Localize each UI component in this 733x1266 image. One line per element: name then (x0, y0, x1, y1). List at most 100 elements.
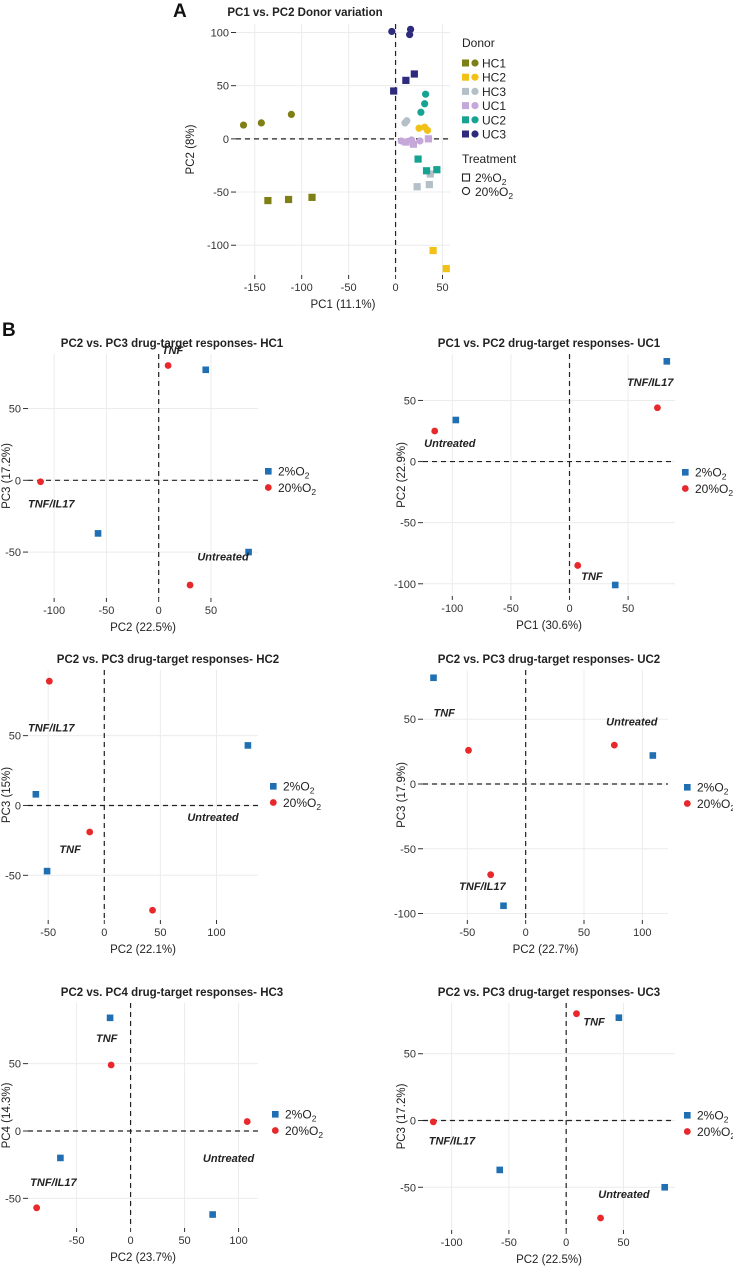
data-point-hc2 (423, 126, 432, 134)
panel-label-a: A (173, 1, 187, 22)
x-tick-label: 0 (563, 1237, 569, 1249)
x-tick-label: 100 (207, 927, 225, 939)
data-point-2pct-o2 (663, 358, 671, 365)
legend-label-2pct: 2%O2 (285, 1108, 317, 1124)
y-tick-label: 50 (217, 81, 229, 93)
data-point-uc1 (409, 140, 417, 148)
y-tick-label: 50 (404, 714, 416, 726)
treatment-legend-title: Treatment (462, 152, 517, 166)
x-tick-label: -150 (244, 282, 266, 294)
legend-swatch-uc3-circle (471, 130, 479, 138)
plot-hc1: PC2 vs. PC3 drug-target responses- HC1 -1… (1, 338, 316, 634)
x-tick-label: 100 (229, 1235, 247, 1247)
y-tick-label: 100 (211, 28, 229, 40)
data-point-20pct-o2 (37, 478, 44, 486)
legend-label-20pct: 20%O2 (697, 797, 733, 813)
y-tick-label: 50 (9, 404, 21, 416)
legend-swatch-hc3-square (462, 87, 469, 95)
data-point-20pct-o2 (149, 906, 156, 914)
treatment-label: Untreated (424, 438, 476, 450)
y-tick-label: 0 (410, 779, 416, 791)
legend-swatch-hc2-circle (471, 73, 479, 81)
y-tick-label: 0 (15, 800, 21, 812)
x-axis-label: PC2 (22.1%) (110, 944, 176, 956)
x-axis-label: PC2 (22.5%) (516, 1254, 582, 1266)
data-point-uc3 (406, 25, 415, 33)
legend-swatch-hc3-circle (471, 87, 479, 95)
y-tick-label: 50 (9, 1059, 21, 1071)
data-point-20pct-o2 (573, 1010, 580, 1018)
data-point-20pct-o2 (45, 677, 53, 685)
data-point-uc3 (390, 87, 398, 95)
data-point-20pct-o2 (186, 581, 194, 589)
x-tick-label: -50 (98, 605, 114, 617)
legend-swatch-20pct-circle (461, 186, 471, 196)
legend-label-2pct: 2%O2 (283, 780, 315, 796)
gridlines (28, 1003, 258, 1228)
legend-swatch-20pct (271, 1127, 279, 1134)
x-tick-label: -50 (341, 282, 357, 294)
data-point-20pct-o2 (654, 404, 661, 412)
data-point-2pct-o2 (611, 581, 619, 589)
x-tick-label: -50 (459, 927, 475, 939)
data-point-uc2 (422, 167, 431, 175)
y-tick-label: 0 (410, 1116, 416, 1128)
y-tick-label: -100 (207, 240, 229, 252)
legend-swatch-2pct-square (461, 173, 471, 182)
data-point-hc2 (442, 265, 450, 273)
y-axis-label: PC3 (17.2%) (396, 1083, 408, 1149)
legend-label-2pct: 2%O2 (697, 1109, 729, 1125)
x-tick-label: 0 (392, 282, 398, 294)
data-point-2pct-o2 (202, 366, 210, 374)
x-tick-label: 50 (154, 927, 166, 939)
treatment-label: TNF/IL17 (28, 499, 75, 511)
chart-title: PC2 vs. PC3 drug-target responses- UC3 (438, 987, 660, 999)
data-point-uc2 (414, 155, 422, 163)
data-point-20pct-o2 (597, 1214, 604, 1222)
x-tick-label: 50 (205, 605, 217, 617)
data-point-20pct-o2 (33, 1204, 41, 1212)
legend-label-uc2: UC2 (482, 113, 506, 127)
x-tick-label: -50 (501, 1237, 517, 1249)
x-axis-label: PC1 (30.6%) (516, 620, 582, 632)
data-point-2pct-o2 (430, 674, 437, 682)
data-point-2pct-o2 (649, 752, 657, 759)
legend-swatch-2pct (682, 469, 689, 476)
treatment-label: Untreated (203, 1153, 255, 1165)
y-tick-label: 0 (223, 134, 229, 146)
data-point-uc3 (388, 27, 396, 36)
data-point-20pct-o2 (610, 741, 618, 749)
treatment-label: Untreated (197, 552, 249, 564)
y-tick-label: 50 (404, 1049, 416, 1061)
y-tick-label: -50 (213, 187, 229, 199)
data-point-2pct-o2 (245, 548, 252, 556)
gridlines (28, 670, 258, 920)
x-axis-label: PC2 (23.7%) (110, 1252, 176, 1264)
treatment-label: TNF/IL17 (429, 1136, 476, 1148)
plot-a: PC1 vs. PC2 Donor variation -150 -100 -50 0 5… (185, 7, 450, 311)
legend-label-uc1: UC1 (482, 99, 506, 113)
data-point-uc2 (421, 100, 429, 108)
x-tick-label: 100 (633, 927, 651, 939)
data-point-uc2 (433, 166, 441, 174)
data-point-20pct-o2 (243, 1118, 251, 1125)
treatment-label: TNF (581, 571, 603, 583)
treatment-label: TNF/IL17 (30, 1177, 77, 1189)
gridlines (423, 670, 668, 920)
treatment-label: Untreated (606, 717, 658, 729)
treatment-label: TNF (96, 1033, 118, 1045)
x-axis-label: PC1 (11.1%) (311, 299, 376, 311)
x-tick-label: 50 (622, 603, 634, 615)
treatment-label: TNF/IL17 (28, 722, 75, 734)
legend-swatch-hc1-circle (471, 59, 479, 67)
y-tick-label: 50 (404, 395, 416, 407)
data-point-2pct-o2 (496, 1166, 504, 1174)
treatment-label: TNF (162, 345, 184, 357)
